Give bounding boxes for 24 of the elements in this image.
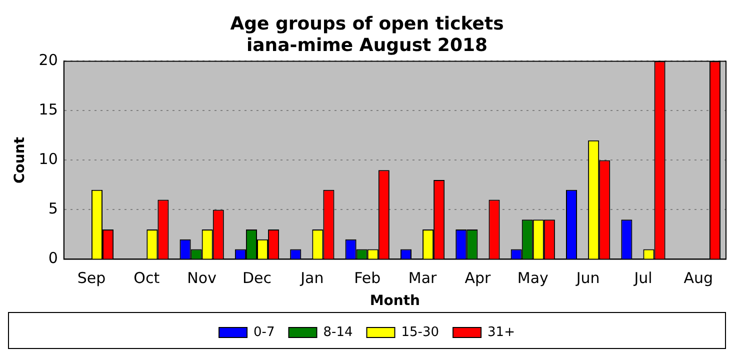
x-tick-label: Jan	[300, 269, 324, 288]
x-tick-label: Jun	[575, 269, 600, 288]
legend-label: 15-30	[401, 324, 440, 340]
y-tick-label: 10	[38, 150, 58, 168]
y-tick-label: 15	[38, 100, 58, 119]
y-tick-label: 20	[38, 51, 58, 70]
x-tick-label: Jul	[633, 269, 652, 288]
x-tick-label: Oct	[134, 269, 160, 288]
x-tick-label: May	[517, 269, 549, 288]
y-axis-title: Count	[12, 136, 28, 184]
x-tick-label: Aug	[684, 269, 714, 288]
y-tick-label: 0	[48, 249, 58, 268]
x-tick-label: Apr	[464, 269, 492, 288]
chart-title: Age groups of open tickets iana-mime August 2018	[230, 13, 504, 56]
x-tick-label: Mar	[408, 269, 438, 288]
x-tick-label: Dec	[242, 269, 272, 288]
legend-label: 8-14	[323, 324, 353, 340]
x-tick-label: Sep	[77, 269, 106, 288]
legend-label: 31+	[488, 324, 515, 340]
x-tick-label: Feb	[354, 269, 381, 288]
x-tick-label: Nov	[187, 269, 217, 288]
legend-label: 0-7	[254, 324, 275, 340]
y-tick-label: 5	[48, 200, 58, 218]
x-axis-title: Month	[370, 293, 420, 310]
